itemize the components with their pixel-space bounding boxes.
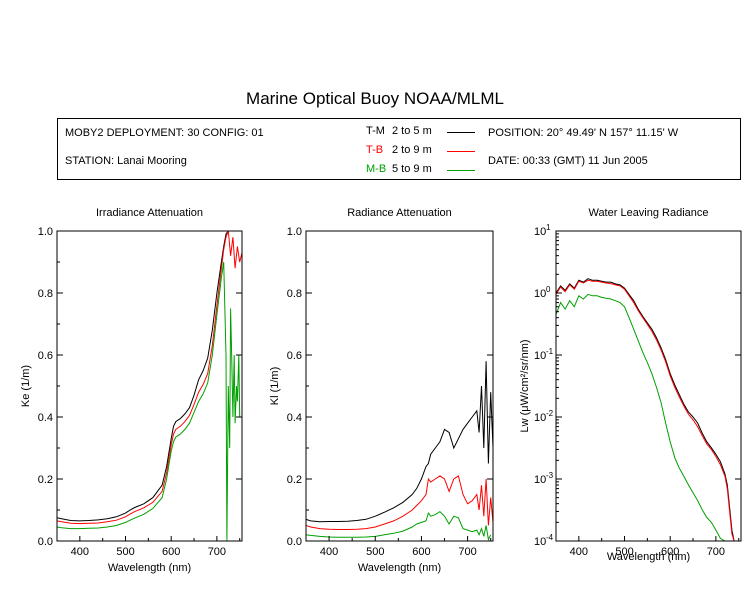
y-tick-exp-3--1: -1 — [546, 347, 554, 356]
x-axis-label-1: Wavelength (nm) — [108, 562, 191, 574]
y-tick-exp-3--2: -2 — [546, 409, 554, 418]
y-tick-base-3-1: 10 — [534, 226, 546, 238]
y-axis-label-1: Ke (1/m) — [20, 365, 32, 407]
y-tick-label-2-0.6: 0.6 — [287, 350, 302, 362]
legend-code-t-m: T-M — [366, 125, 385, 137]
y-tick-base-3-0: 10 — [534, 288, 546, 300]
plot-frame-2 — [305, 230, 494, 542]
y-tick-label-1-0.4: 0.4 — [38, 412, 53, 424]
legend-code-m-b: M-B — [366, 163, 387, 175]
y-tick-exp-3--4: -4 — [546, 533, 554, 542]
x-tick-label-1-400: 400 — [71, 546, 89, 558]
x-tick-label-3-700: 700 — [707, 546, 725, 558]
series-line-1-m-b — [57, 261, 241, 541]
y-tick-label-2-0.8: 0.8 — [287, 288, 302, 300]
page-title: Marine Optical Buoy NOAA/MLML — [246, 89, 504, 108]
chart-title-1: Irradiance Attenuation — [96, 207, 203, 219]
legend-line-t-b — [447, 151, 475, 152]
plot-frame-1 — [56, 230, 243, 542]
date-label: DATE: 00:33 (GMT) 11 Jun 2005 — [488, 155, 648, 167]
y-tick-exp-3--3: -3 — [546, 471, 554, 480]
x-tick-label-2-700: 700 — [458, 546, 476, 558]
y-tick-label-1-0.6: 0.6 — [38, 350, 53, 362]
series-line-2-m-b — [306, 510, 492, 541]
y-tick-label-2-1.0: 1.0 — [287, 226, 302, 238]
y-tick-exp-3-0: 0 — [546, 285, 551, 294]
legend-line-m-b — [447, 170, 475, 171]
y-tick-label-1-0.8: 0.8 — [38, 288, 53, 300]
plot-frame-3 — [555, 230, 742, 542]
legend-range-t-b: 2 to 9 m — [392, 144, 432, 156]
y-axis-label-2: Kl (1/m) — [269, 367, 281, 406]
deployment-label: MOBY2 DEPLOYMENT: 30 CONFIG: 01 — [65, 127, 264, 139]
y-tick-label-2-0.4: 0.4 — [287, 412, 302, 424]
x-tick-label-1-700: 700 — [208, 546, 226, 558]
legend-range-t-m: 2 to 5 m — [392, 125, 432, 137]
legend-code-t-b: T-B — [366, 144, 384, 156]
y-tick-base-3--1: 10 — [534, 350, 546, 362]
info-box — [57, 118, 741, 180]
chart-title-2: Radiance Attenuation — [347, 207, 452, 219]
chart-title-3: Water Leaving Radiance — [588, 207, 708, 219]
x-tick-label-2-500: 500 — [366, 546, 384, 558]
y-tick-base-3--4: 10 — [534, 536, 546, 548]
legend-range-m-b: 5 to 9 m — [392, 163, 432, 175]
x-tick-label-2-600: 600 — [412, 546, 430, 558]
x-axis-label-2: Wavelength (nm) — [358, 562, 441, 574]
y-tick-label-2-0.0: 0.0 — [287, 536, 302, 548]
position-label: POSITION: 20° 49.49' N 157° 11.15' W — [488, 127, 679, 139]
series-line-3-t-m — [556, 278, 741, 541]
x-tick-label-3-600: 600 — [661, 546, 679, 558]
series-line-1-t-m — [57, 231, 242, 522]
y-tick-base-3--3: 10 — [534, 474, 546, 486]
y-tick-label-1-0.0: 0.0 — [38, 536, 53, 548]
x-tick-label-3-500: 500 — [615, 546, 633, 558]
x-tick-label-1-500: 500 — [116, 546, 134, 558]
y-tick-label-1-1.0: 1.0 — [38, 226, 53, 238]
series-line-3-m-b — [556, 293, 732, 541]
x-tick-label-3-400: 400 — [570, 546, 588, 558]
y-tick-label-2-0.2: 0.2 — [287, 474, 302, 486]
series-line-2-t-m — [306, 361, 493, 523]
y-tick-label-1-0.2: 0.2 — [38, 474, 53, 486]
station-label: STATION: Lanai Mooring — [65, 155, 187, 167]
series-line-1-t-b — [57, 231, 242, 525]
y-tick-base-3--2: 10 — [534, 412, 546, 424]
x-tick-label-1-600: 600 — [162, 546, 180, 558]
series-line-3-t-b — [556, 279, 741, 541]
y-axis-label-3: Lw (μW/cm²/sr/nm) — [519, 339, 531, 432]
x-axis-label-3: Wavelength (nm) — [607, 551, 690, 563]
y-tick-exp-3-1: 1 — [546, 223, 551, 232]
x-tick-label-2-400: 400 — [320, 546, 338, 558]
legend-line-t-m — [447, 132, 475, 133]
series-line-2-t-b — [306, 475, 493, 530]
